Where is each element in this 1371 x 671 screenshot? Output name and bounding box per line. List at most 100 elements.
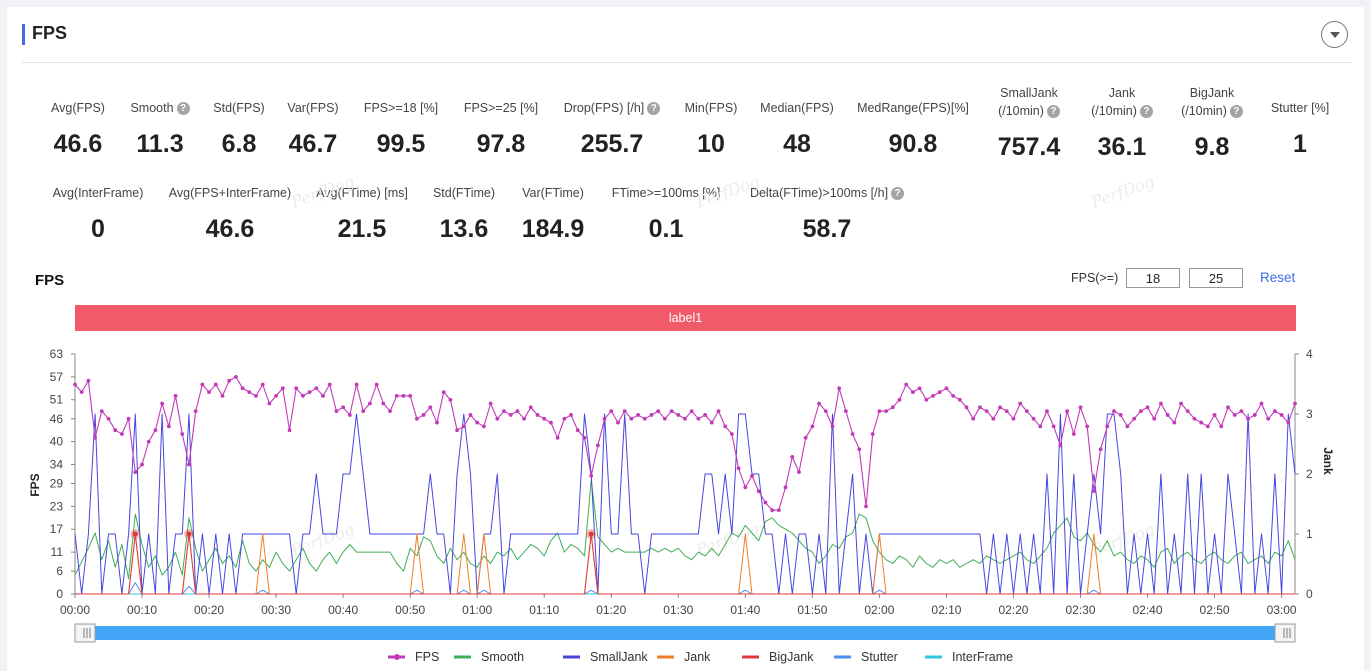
fps-point (1246, 416, 1250, 421)
legend-label-smalljank[interactable]: SmallJank (590, 650, 648, 664)
metric-label-text: Median(FPS) (760, 101, 834, 115)
fps-point (978, 405, 982, 410)
fps-point (736, 466, 741, 471)
collapse-button[interactable] (1321, 21, 1348, 48)
zoom-slider-handle-right[interactable] (1274, 623, 1296, 643)
fps-point (113, 428, 118, 433)
section-header: FPS (22, 21, 1352, 48)
fps-point (448, 397, 453, 402)
fps-point (1078, 405, 1083, 410)
x-tick-label: 00:20 (194, 603, 224, 617)
metric-r1-2: Std(FPS) 6.8 (159, 101, 319, 159)
zoom-slider-handle-left[interactable] (74, 623, 96, 643)
fps-point (140, 462, 144, 467)
metric-label-text: MedRange(FPS)[%] (857, 101, 969, 115)
legend-label-smooth[interactable]: Smooth (481, 650, 524, 664)
help-icon[interactable]: ? (1229, 105, 1243, 118)
fps-point (743, 485, 748, 490)
metric-value: 1 (1293, 130, 1307, 158)
fps-threshold-input-1[interactable] (1126, 268, 1180, 288)
fps-point (187, 462, 191, 467)
legend-label-interframe[interactable]: InterFrame (952, 650, 1013, 664)
metric-label: Smooth? (80, 101, 240, 116)
y-left-tick-label: 11 (51, 545, 64, 559)
fps-point (864, 504, 868, 509)
metric-value: 48 (783, 130, 811, 158)
fps-point (1199, 420, 1204, 425)
metric-value: 36.1 (1097, 133, 1147, 161)
metric-label-line1: BigJank (1189, 86, 1235, 100)
fps-point (937, 390, 942, 394)
metric-r2-0: Avg(InterFrame) 0 (18, 186, 178, 244)
legend-label-stutter[interactable]: Stutter (861, 650, 898, 664)
metric-label-text: FPS>=18 [%] (363, 101, 439, 115)
fps-point (1118, 413, 1123, 417)
x-tick-label: 01:00 (462, 603, 492, 617)
y-right-tick-label: 4 (1306, 347, 1313, 361)
fps-point (542, 416, 547, 421)
fps-point (374, 382, 379, 387)
fps-point (1065, 409, 1069, 414)
fps-point (1179, 401, 1183, 406)
fps-point (341, 405, 346, 410)
fps-point (555, 435, 560, 440)
metric-r1-0: Avg(FPS) 46.6 (0, 101, 158, 159)
fps-point (522, 416, 527, 421)
fps-point (421, 413, 426, 417)
fps-point (1293, 401, 1297, 406)
header-divider (22, 62, 1352, 63)
help-icon[interactable]: ? (1139, 105, 1153, 118)
series-line-bigjank (75, 533, 1295, 595)
x-tick-label: 01:30 (663, 603, 693, 617)
fps-point (770, 508, 775, 513)
label-band[interactable]: label1 (75, 305, 1296, 331)
y-left-tick-label: 63 (50, 347, 64, 361)
legend-label-fps[interactable]: FPS (415, 650, 439, 664)
fps-point (877, 409, 882, 414)
fps-point (1205, 424, 1210, 429)
help-icon[interactable]: ? (891, 187, 905, 200)
fps-point (890, 405, 895, 410)
metric-label: MedRange(FPS)[%] (833, 101, 993, 116)
fps-point (93, 435, 98, 440)
reset-link[interactable]: Reset (1260, 270, 1296, 285)
legend-label-bigjank[interactable]: BigJank (769, 650, 814, 664)
x-tick-label: 03:00 (1267, 603, 1297, 617)
fps-point (1286, 420, 1291, 425)
help-icon[interactable]: ? (176, 102, 190, 115)
x-tick-label: 01:20 (596, 603, 626, 617)
y-left-tick-label: 34 (50, 457, 64, 471)
metric-r1-4: FPS>=18 [%] 99.5 (321, 101, 481, 159)
fps-point (528, 405, 533, 410)
y-left-tick-label: 57 (50, 370, 64, 384)
fps-point (549, 420, 553, 425)
fps-point (991, 416, 996, 421)
metric-r2-6: Delta(FTime)>100ms [/h]? 58.7 (747, 186, 907, 244)
fps-point (220, 394, 225, 398)
fps-point (944, 386, 949, 391)
fps-point (636, 413, 640, 417)
metric-label: FPS>=18 [%] (321, 101, 481, 116)
metric-value: 97.8 (476, 130, 526, 158)
metric-label-text: Var(FTime) (522, 186, 584, 200)
fps-point (797, 470, 801, 474)
zoom-slider-track (75, 626, 1295, 640)
fps-point (227, 378, 232, 383)
fps-point (247, 390, 252, 394)
fps-point (133, 470, 138, 474)
fps-point (86, 378, 91, 383)
help-icon[interactable]: ? (1046, 105, 1060, 118)
metric-value: 11.3 (136, 130, 184, 158)
series-line-fps (74, 376, 1296, 511)
metric-label: Avg(InterFrame) (18, 186, 178, 201)
series-line-stutter (75, 582, 1295, 595)
fps-threshold-input-2[interactable] (1189, 268, 1243, 288)
metric-r1-10: SmallJank (/10min)? 757.4 (949, 86, 1109, 162)
y-axis-left-title: FPS (28, 473, 42, 496)
metric-label-line1: SmallJank (1000, 86, 1058, 100)
legend-label-jank[interactable]: Jank (684, 650, 711, 664)
metric-label-text: Std(FPS) (213, 101, 265, 115)
fps-point (1004, 409, 1009, 414)
help-icon[interactable]: ? (647, 102, 661, 115)
metric-label: SmallJank (/10min)? (949, 86, 1109, 119)
